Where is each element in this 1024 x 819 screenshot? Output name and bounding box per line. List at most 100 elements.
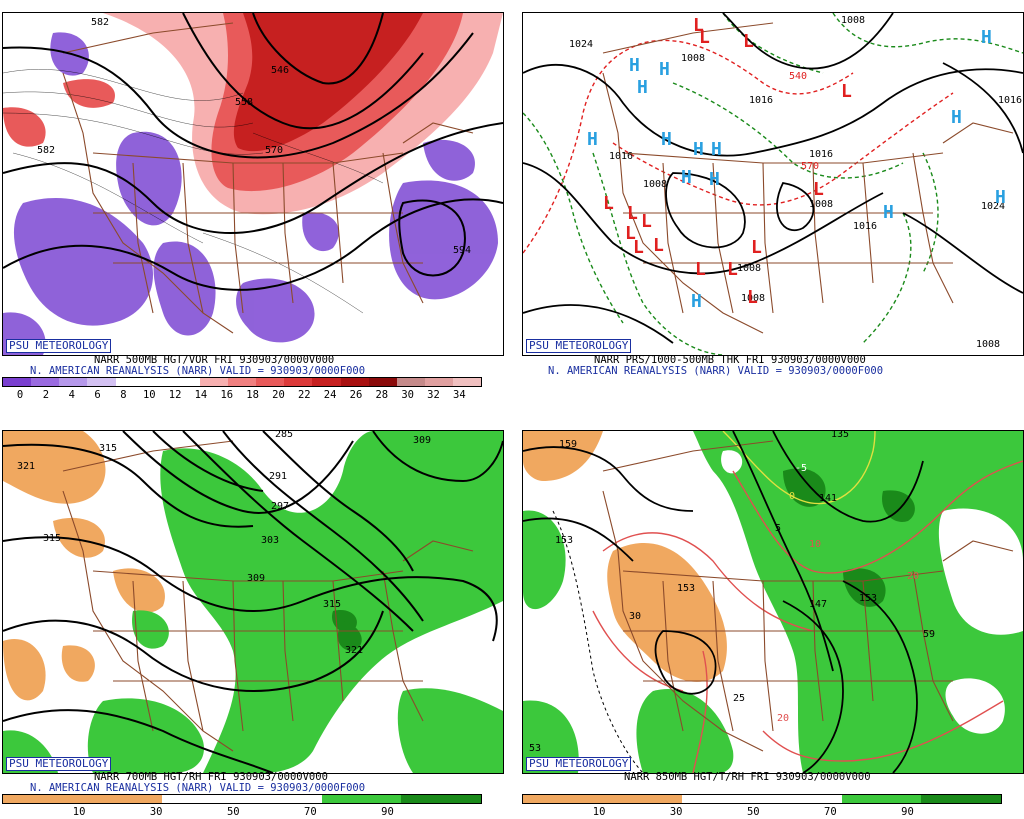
colorbar-tick-label: 24 <box>323 389 337 401</box>
moist-area <box>132 610 169 649</box>
map-700mb: 321 315 315 285 291 297 303 309 315 321 … <box>2 430 504 774</box>
colorbar-tick-label: 16 <box>220 389 234 401</box>
vor-max <box>233 13 423 152</box>
colorbar-tick-label: 30 <box>669 806 683 818</box>
contour-label: 147 <box>809 599 827 610</box>
contour-label: 570 <box>801 161 819 172</box>
colorbar-swatch <box>682 795 763 803</box>
map-sfc: 1024 1008 1008 1016 1016 1008 1008 1024 … <box>522 12 1024 356</box>
dry-area <box>523 431 603 481</box>
colorbar-swatch <box>199 378 228 386</box>
colorbar-swatch <box>256 378 285 386</box>
high-pressure-marker: H <box>637 77 648 98</box>
contour-label: 297 <box>271 501 289 512</box>
contour-label: 1008 <box>976 339 1000 350</box>
low-pressure-marker: L <box>751 237 762 258</box>
panel-850mb-temp-rh: 159 153 15 135 -5 0 141 5 10 147 153 20 … <box>520 418 1024 819</box>
colorbar-swatch <box>762 795 842 803</box>
panel-500mb-vorticity: 582 546 558 570 594 582 PSU METEOROLOGY … <box>0 0 504 405</box>
moist-core <box>337 621 362 651</box>
contour-label: 309 <box>247 573 265 584</box>
contour-label: 1008 <box>809 199 833 210</box>
colorbar-swatch <box>228 378 257 386</box>
colorbar-swatch <box>162 795 243 803</box>
colorbar-ticks: 10 30 50 70 90 <box>2 806 480 818</box>
caption-line2: N. AMERICAN REANALYSIS (NARR) VALID = 93… <box>548 365 884 377</box>
moist-area <box>523 700 579 773</box>
colorbar-swatch <box>87 378 116 386</box>
colorbar-tick-label: 10 <box>142 389 156 401</box>
colorbar-swatch <box>602 795 683 803</box>
colorbar-tick-label: 90 <box>901 806 914 818</box>
colorbar-swatch <box>284 378 313 386</box>
colorbar-tick-label: 30 <box>149 806 163 818</box>
colorbar-tick-label: 26 <box>349 389 363 401</box>
high-pressure-marker: H <box>709 169 720 190</box>
contour-label: 546 <box>271 65 289 76</box>
colorbar-tick-label: 70 <box>304 806 317 818</box>
low-pressure-marker: L <box>627 203 638 224</box>
contour-label: 558 <box>235 97 253 108</box>
high-pressure-marker: H <box>691 291 702 312</box>
colorbar-swatch <box>3 378 32 386</box>
high-pressure-marker: H <box>883 202 894 223</box>
vor-area <box>389 180 498 300</box>
colorbar-tick-label: 8 <box>120 389 127 401</box>
contour-label: 315 <box>99 443 117 454</box>
colorbar-tick-label: 6 <box>94 389 101 401</box>
colorbar-tick-label: 18 <box>246 389 259 401</box>
vor-area <box>13 197 154 326</box>
colorbar-swatch <box>312 378 341 386</box>
colorbar-tick-label: 90 <box>381 806 394 818</box>
contour-label: 1024 <box>569 39 593 50</box>
high-pressure-marker: H <box>693 139 704 160</box>
contour-label: 25 <box>733 693 745 704</box>
low-pressure-marker: L <box>813 179 824 200</box>
low-pressure-marker: L <box>693 15 704 36</box>
contour-label: 315 <box>323 599 341 610</box>
dry-area <box>113 568 165 613</box>
colorbar-swatch <box>453 378 482 386</box>
colorbar-ticks: 0 2 4 6 8 10 12 14 16 18 20 22 24 26 28 30 32 34 <box>2 389 480 401</box>
map-500mb: 582 546 558 570 594 582 PSU METEOROLOGY <box>2 12 504 356</box>
map-svg-850mb: 159 153 15 135 -5 0 141 5 10 147 153 20 … <box>523 431 1023 773</box>
colorbar-tick-label: 4 <box>68 389 75 401</box>
colorbar-tick-label: 20 <box>272 389 285 401</box>
contour-label: 153 <box>859 593 877 604</box>
height-labels: 582 546 558 570 594 582 <box>37 17 471 256</box>
panel-sfc-pressure-thickness: 1024 1008 1008 1016 1016 1008 1008 1024 … <box>520 0 1024 405</box>
contour-label: 53 <box>529 743 541 754</box>
contour-label: 285 <box>275 431 293 440</box>
colorbar <box>522 794 1002 804</box>
vor-max <box>63 79 115 108</box>
colorbar-tick-label: 0 <box>16 389 24 401</box>
high-pressure-marker: H <box>661 129 672 150</box>
high-pressure-marker: H <box>951 107 962 128</box>
contour-label: 321 <box>17 461 35 472</box>
low-pressure-marker: L <box>699 27 710 48</box>
colorbar-tick-label: 70 <box>824 806 837 818</box>
colorbar-swatch <box>31 378 60 386</box>
colorbar <box>2 794 482 804</box>
colorbar-ticks: 10 30 50 70 90 <box>522 806 1000 818</box>
colorbar-tick-label: 12 <box>168 389 182 401</box>
colorbar-tick-label: 32 <box>427 389 440 401</box>
low-pressure-marker: L <box>633 237 644 258</box>
psu-meteorology-brand: PSU METEOROLOGY <box>526 757 632 771</box>
contour-label: 570 <box>265 145 283 156</box>
high-pressure-marker: H <box>981 27 992 48</box>
contour-label: 1016 <box>998 95 1022 106</box>
colorbar-tick-label: 14 <box>194 389 208 401</box>
psu-meteorology-brand: PSU METEOROLOGY <box>6 757 112 771</box>
vor-area <box>236 278 315 343</box>
moist-area <box>160 431 503 773</box>
contour-label: 1016 <box>609 151 633 162</box>
colorbar-swatch <box>921 795 1002 803</box>
psu-meteorology-brand: PSU METEOROLOGY <box>6 339 112 353</box>
contour-label: 5 <box>775 523 781 534</box>
colorbar <box>2 377 482 387</box>
contour-label: 1008 <box>681 53 705 64</box>
dry-area <box>607 542 727 682</box>
moist-area <box>636 689 734 773</box>
colorbar-swatch <box>424 378 453 386</box>
